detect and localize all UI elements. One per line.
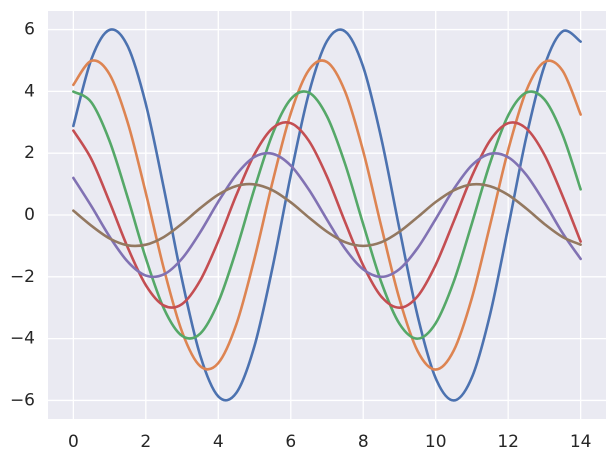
line	[72, 182, 582, 248]
y-tick-label: 6	[24, 20, 35, 40]
line	[72, 28, 582, 402]
x-tick-label: 6	[285, 432, 296, 452]
x-tick-label: 14	[570, 432, 592, 452]
x-tick-label: 8	[358, 432, 369, 452]
y-tick-label: 4	[24, 81, 35, 101]
line	[72, 151, 582, 279]
x-tick-label: 10	[425, 432, 447, 452]
x-tick-label: 12	[497, 432, 519, 452]
line	[72, 121, 582, 310]
y-tick-label: −2	[10, 267, 35, 287]
line	[72, 59, 582, 371]
y-tick-label: −4	[10, 329, 35, 349]
x-tick-label: 4	[213, 432, 224, 452]
x-tick-label: 2	[140, 432, 151, 452]
y-tick-label: 2	[24, 143, 35, 163]
y-tick-label: −6	[10, 390, 35, 410]
line	[72, 90, 582, 340]
y-tick-label: 0	[24, 205, 35, 225]
x-tick-label: 0	[68, 432, 79, 452]
